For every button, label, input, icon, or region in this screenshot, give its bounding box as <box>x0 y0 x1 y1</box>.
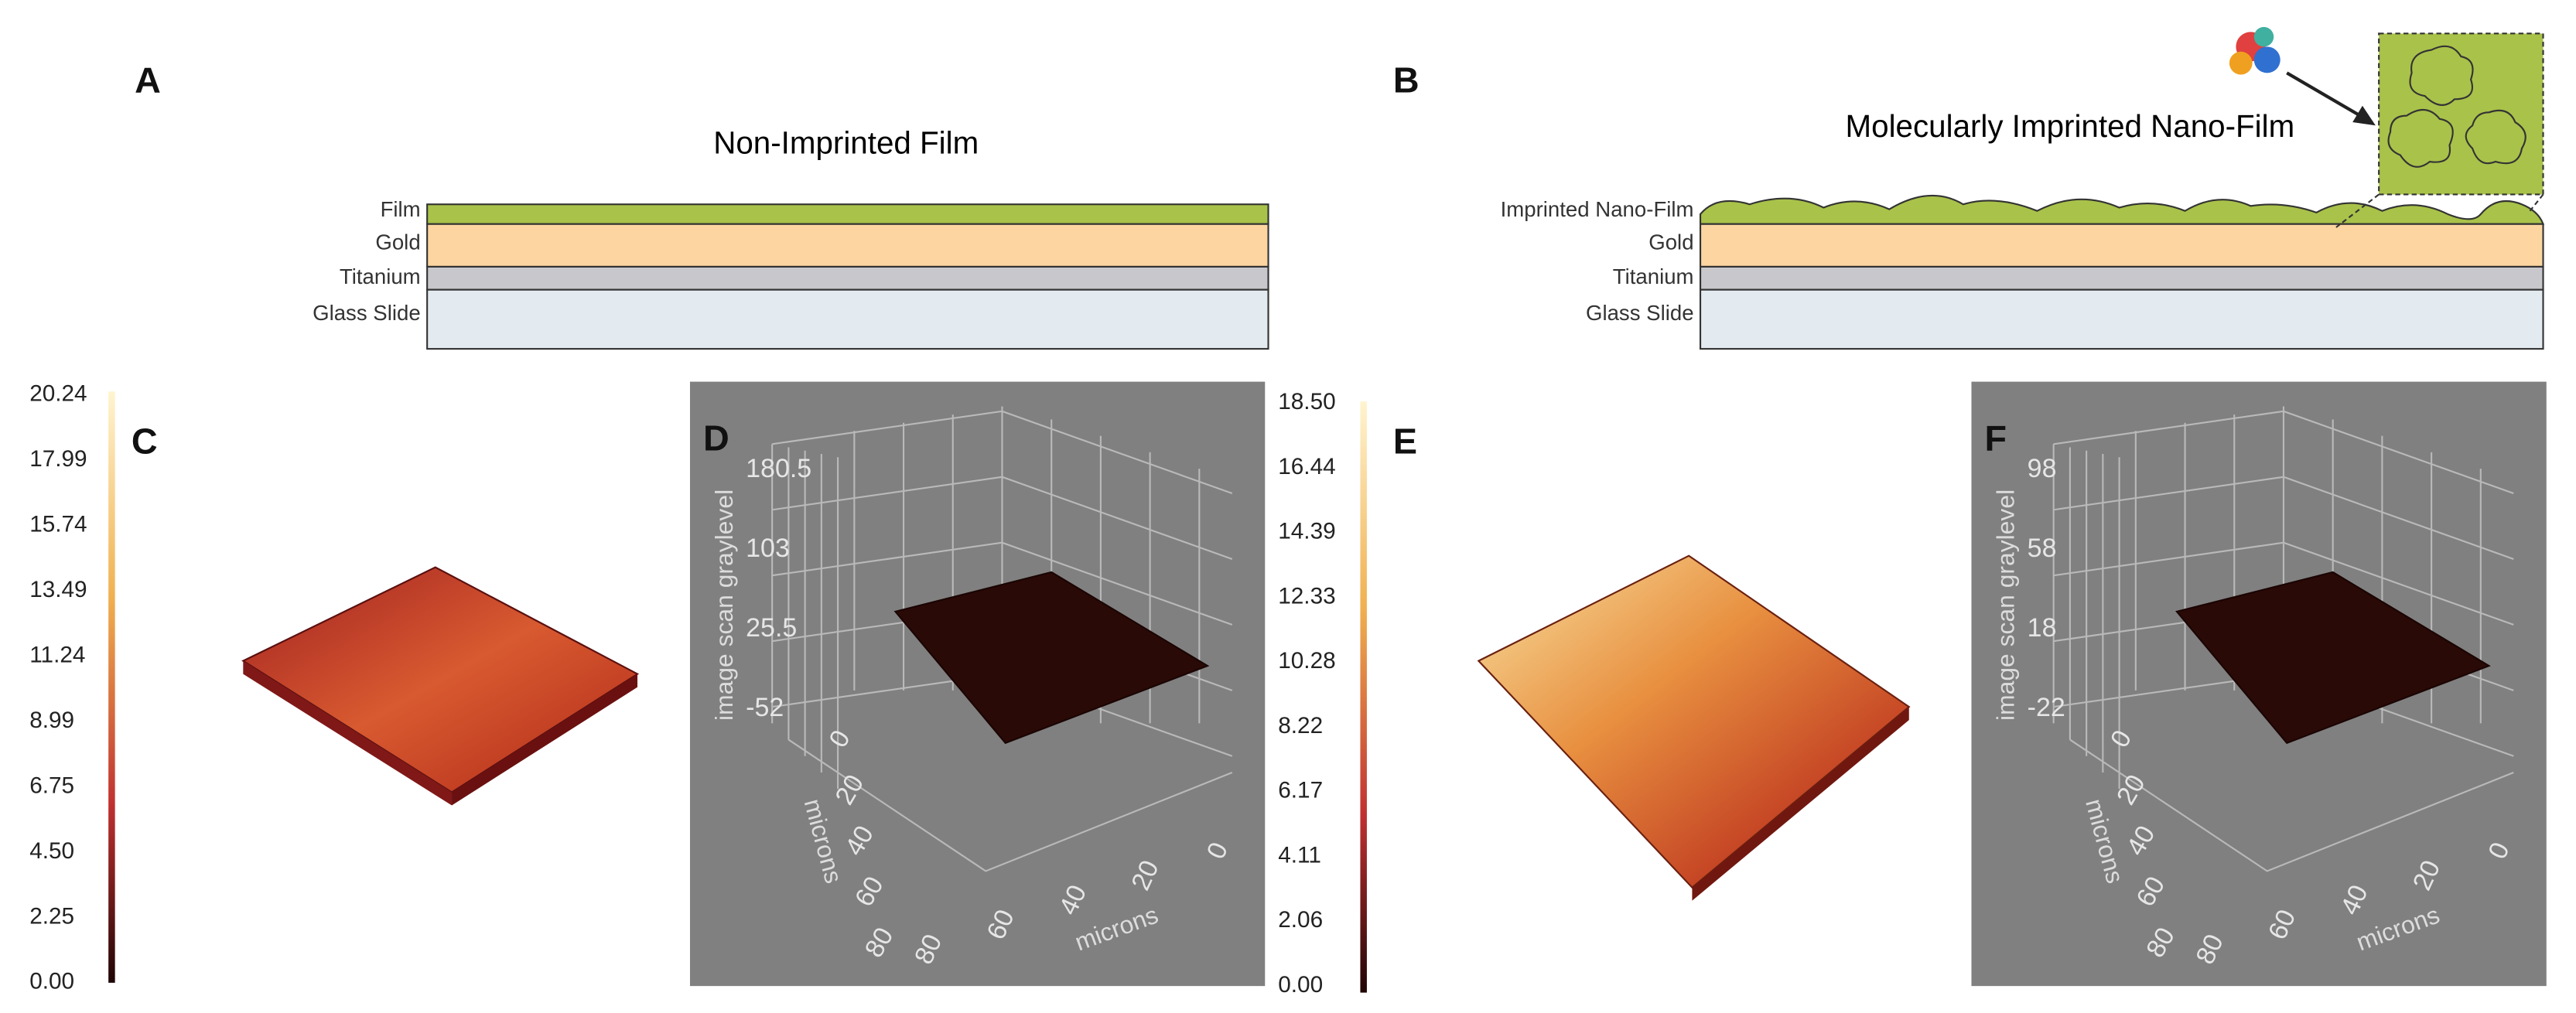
colorbar-label: 13.49 <box>29 577 87 602</box>
colorbar-label: 6.75 <box>29 773 74 798</box>
colorbar-label: 20.24 <box>29 380 87 406</box>
colorbar-label: 0.00 <box>29 969 74 994</box>
grid-line <box>2069 738 2514 872</box>
layer-label: Gold <box>375 230 420 254</box>
layer-label: Titanium <box>340 264 421 288</box>
colorbar-label: 6.17 <box>1278 778 1323 803</box>
layer-label: Glass Slide <box>1586 301 1694 325</box>
surface <box>2175 571 2491 745</box>
z-tick-label: -52 <box>746 693 784 722</box>
colorbar-label: 16.44 <box>1278 454 1335 479</box>
colorbar-label: 2.25 <box>29 903 74 929</box>
panel-d: image scan graylevel180.510325.5-5202040… <box>689 381 1266 987</box>
panel-label: E <box>1393 421 1417 462</box>
colorbar-label: 8.22 <box>1278 713 1323 738</box>
z-tick-label: 98 <box>2028 454 2057 483</box>
layer-label: Imprinted Nano-Film <box>1501 197 1694 221</box>
panel-f: image scan graylevel985818-22020406080mi… <box>1971 381 2547 987</box>
layer-label: Gold <box>1648 230 1693 254</box>
colorbar-label: 8.99 <box>29 708 74 733</box>
colorbar-label: 11.24 <box>29 642 85 667</box>
z-axis-label: image scan graylevel <box>710 489 738 721</box>
colorbar-label: 4.11 <box>1278 842 1321 868</box>
z-tick-label: 180.5 <box>746 454 811 483</box>
colorbar-c <box>108 391 115 983</box>
colorbar-label: 15.74 <box>29 511 87 537</box>
colorbar-e <box>1360 401 1367 993</box>
grid-line <box>787 738 1233 872</box>
panel-a-diagram <box>426 203 1269 350</box>
colorbar-label: 18.50 <box>1278 389 1335 414</box>
colorbar-label: 12.33 <box>1278 583 1335 609</box>
panel-label: D <box>703 418 729 458</box>
colorbar-label: 17.99 <box>29 446 87 472</box>
colorbar-label: 0.00 <box>1278 972 1323 998</box>
layer-label: Glass Slide <box>313 301 421 325</box>
z-tick-label: 18 <box>2028 613 2057 643</box>
panel-title: Non-Imprinted Film <box>713 124 979 160</box>
colorbar-label: 10.28 <box>1278 648 1335 674</box>
panel-label: B <box>1393 60 1420 100</box>
z-tick-label: 103 <box>746 534 790 563</box>
z-tick-label: -22 <box>2028 693 2065 722</box>
afm-c <box>241 566 640 806</box>
layer-label: Titanium <box>1613 264 1694 288</box>
panel-b-diagram <box>1699 26 2545 350</box>
panel-label: C <box>132 421 158 462</box>
colorbar-label: 2.06 <box>1278 907 1323 933</box>
panel-label: A <box>135 60 161 100</box>
z-tick-label: 25.5 <box>746 613 797 643</box>
colorbar-label: 4.50 <box>29 838 74 864</box>
z-axis-label: image scan graylevel <box>1992 489 2020 721</box>
z-tick-label: 58 <box>2028 534 2057 563</box>
colorbar-label: 14.39 <box>1278 519 1335 544</box>
panel-label: F <box>1984 418 2007 458</box>
surface <box>893 571 1210 745</box>
layer-label: Film <box>381 197 421 221</box>
afm-e <box>1477 554 1911 901</box>
panel-title: Molecularly Imprinted Nano-Film <box>1846 108 2295 144</box>
